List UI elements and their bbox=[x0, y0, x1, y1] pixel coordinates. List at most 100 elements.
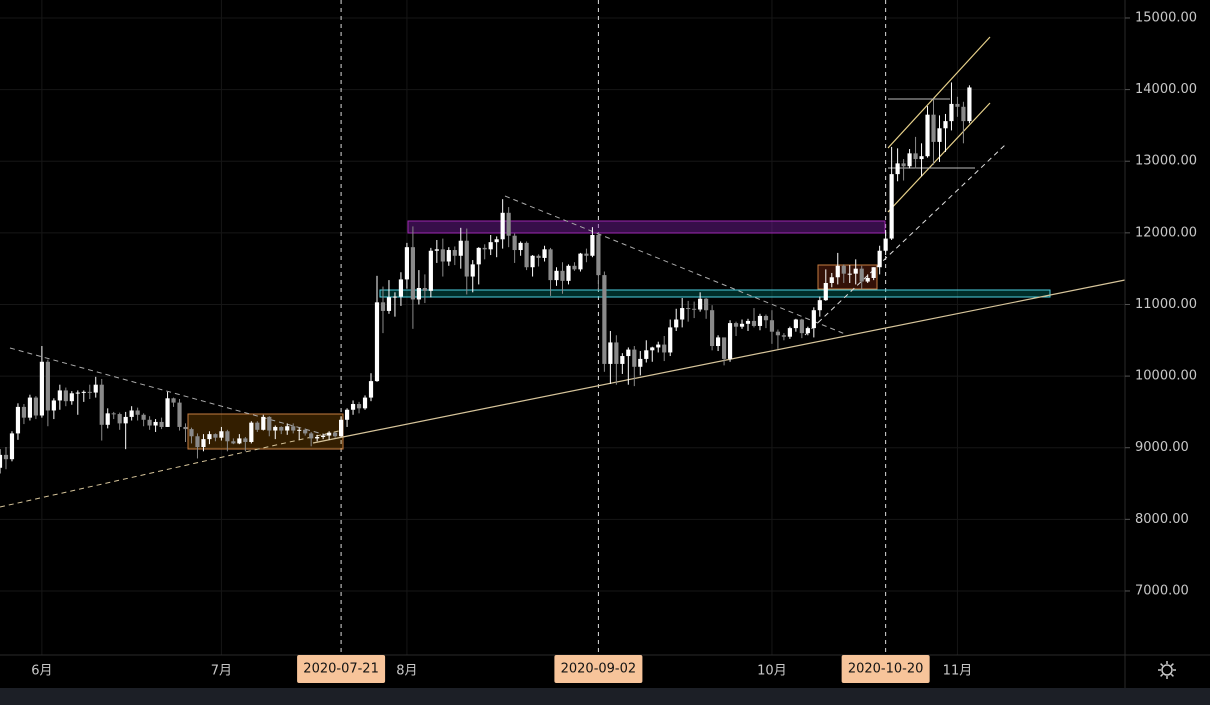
candle-body bbox=[63, 390, 68, 402]
candle-body bbox=[57, 390, 62, 401]
candle-body bbox=[602, 275, 607, 364]
gear-teeth[interactable] bbox=[1158, 661, 1176, 679]
range-box bbox=[187, 413, 344, 450]
candle-body bbox=[315, 436, 320, 439]
candle-body bbox=[321, 435, 326, 437]
axes: 7000.00 8000.00 9000.00 10000.00 11000.00 120… bbox=[31, 10, 1197, 683]
candle-body bbox=[943, 121, 948, 129]
candle-body bbox=[422, 287, 427, 291]
candle-body bbox=[542, 249, 547, 258]
x-tick-label: 10月 bbox=[757, 664, 787, 679]
candle-body bbox=[883, 238, 888, 251]
candle-body bbox=[129, 410, 134, 417]
candle-body bbox=[931, 114, 936, 142]
candle-body bbox=[279, 426, 284, 431]
candle-body bbox=[925, 114, 930, 157]
candle-body bbox=[255, 422, 260, 430]
candle-body bbox=[440, 249, 445, 262]
candle-body bbox=[87, 391, 92, 393]
candle-body bbox=[955, 103, 960, 107]
candle-body bbox=[518, 242, 523, 251]
candle-body bbox=[111, 413, 116, 415]
candle-body bbox=[482, 247, 487, 250]
candle-body bbox=[452, 250, 457, 256]
candle-body bbox=[793, 319, 798, 329]
candle-body bbox=[183, 426, 188, 430]
candle-body bbox=[201, 439, 206, 448]
candle-body bbox=[93, 384, 98, 393]
candle-body bbox=[356, 404, 362, 409]
gear[interactable] bbox=[1161, 664, 1173, 676]
candle-body bbox=[434, 249, 439, 251]
candle-body bbox=[775, 331, 781, 336]
resistance-zone bbox=[407, 220, 886, 234]
channel-line bbox=[887, 36, 991, 149]
date-marker-box bbox=[297, 655, 386, 683]
candle-body bbox=[721, 337, 727, 359]
candle-body bbox=[829, 277, 834, 283]
settings-icon[interactable] bbox=[1158, 661, 1176, 679]
candle-body bbox=[668, 327, 673, 353]
candle-body bbox=[458, 240, 463, 256]
candle-body bbox=[404, 247, 410, 280]
range-box bbox=[817, 264, 878, 290]
candle-body bbox=[303, 429, 308, 434]
candle-body bbox=[548, 249, 553, 281]
candle-body bbox=[333, 432, 338, 437]
candle-body bbox=[733, 323, 739, 327]
x-tick-label: 11月 bbox=[943, 664, 973, 679]
candle-body bbox=[21, 406, 27, 418]
date-marker-label: 2020-09-02 bbox=[561, 662, 637, 677]
candle-body bbox=[105, 413, 110, 425]
candle-body bbox=[117, 414, 122, 424]
candle-body bbox=[249, 422, 254, 442]
candle-body bbox=[39, 361, 44, 416]
candle-body bbox=[309, 433, 314, 439]
candle-body bbox=[895, 163, 900, 175]
candle-body bbox=[865, 277, 870, 282]
candle-body bbox=[171, 398, 176, 403]
candle-body bbox=[123, 416, 128, 424]
candle-body bbox=[799, 319, 804, 334]
trend-line bbox=[9, 347, 331, 437]
drawings bbox=[0, 36, 1126, 508]
candle-body bbox=[27, 397, 33, 418]
candle-body bbox=[464, 240, 469, 277]
candle-body bbox=[566, 265, 571, 281]
candle-body bbox=[9, 433, 15, 460]
candle-body bbox=[572, 265, 577, 270]
candle-body bbox=[512, 235, 517, 251]
candle-body bbox=[608, 342, 613, 364]
y-tick-label: 10000.00 bbox=[1135, 369, 1197, 384]
candle-body bbox=[901, 163, 906, 167]
candle-body bbox=[578, 253, 583, 270]
candle-body bbox=[297, 429, 302, 431]
candle-body bbox=[291, 426, 296, 431]
candle-body bbox=[877, 250, 882, 268]
candle-body bbox=[638, 358, 643, 367]
candle-body bbox=[757, 315, 763, 326]
x-tick-label: 7月 bbox=[211, 664, 232, 679]
candle-body bbox=[859, 268, 864, 282]
candle-body bbox=[135, 410, 140, 415]
trend-line bbox=[312, 279, 1126, 444]
candle-body bbox=[967, 87, 972, 122]
candle-body bbox=[273, 426, 278, 431]
candle-body bbox=[416, 287, 421, 300]
candle-body bbox=[261, 416, 266, 430]
candle-body bbox=[327, 432, 332, 436]
candle-body bbox=[470, 264, 475, 277]
candle-body bbox=[231, 441, 236, 444]
y-tick-label: 15000.00 bbox=[1135, 10, 1197, 25]
y-tick-label: 12000.00 bbox=[1135, 225, 1197, 240]
candle-body bbox=[614, 342, 619, 364]
candle-body bbox=[506, 212, 511, 236]
candle-body bbox=[715, 337, 721, 347]
candle-body bbox=[835, 265, 840, 278]
candle-body bbox=[853, 268, 858, 274]
date-marker-label: 2020-10-20 bbox=[848, 662, 924, 677]
candle-body bbox=[919, 156, 924, 160]
candle-body bbox=[213, 434, 218, 438]
date-marker-box bbox=[841, 655, 930, 683]
